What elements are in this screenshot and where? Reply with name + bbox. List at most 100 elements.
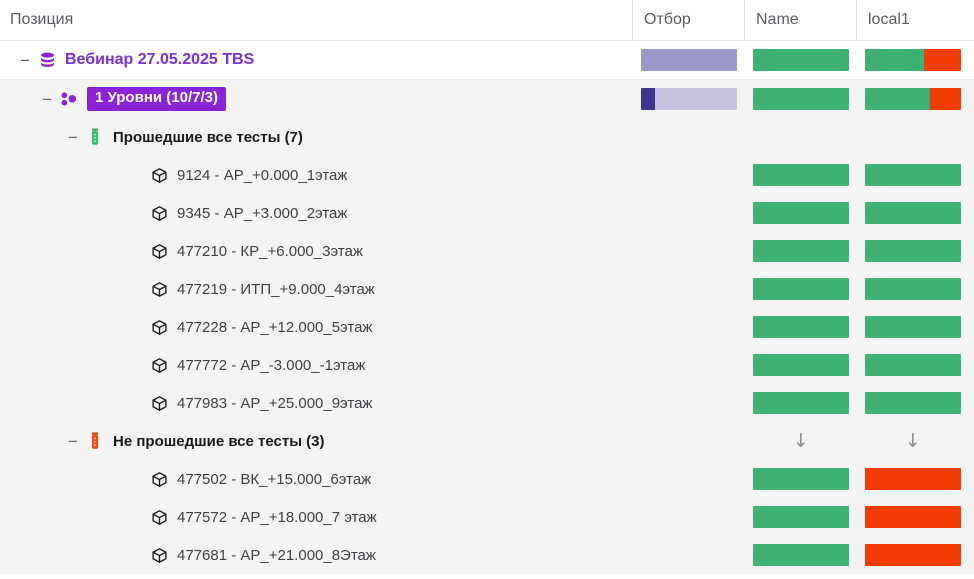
- cube-icon: [148, 240, 170, 262]
- row-label: 477219 - ИТП_+9.000_4этаж: [177, 280, 375, 298]
- cell-name: [744, 156, 856, 194]
- row-label: 9124 - АР_+0.000_1этаж: [177, 166, 348, 184]
- row-label-zone: 477502 - ВК_+15.000_6этаж: [0, 460, 760, 498]
- status-bar[interactable]: [865, 240, 961, 262]
- cell-local1: ↓: [856, 422, 968, 460]
- row-label-zone: − Вебинар 27.05.2025 TBS: [0, 41, 648, 79]
- status-bar-segment: [865, 202, 961, 224]
- cube-icon: [148, 506, 170, 528]
- table-row[interactable]: − Вебинар 27.05.2025 TBS: [0, 41, 974, 80]
- status-bar[interactable]: [753, 506, 849, 528]
- status-bar[interactable]: [865, 202, 961, 224]
- status-bar-segment: [753, 164, 849, 186]
- status-bar[interactable]: [865, 49, 961, 71]
- status-bar[interactable]: [865, 354, 961, 376]
- status-bar[interactable]: [865, 88, 961, 110]
- status-bar[interactable]: [865, 278, 961, 300]
- status-bar[interactable]: [753, 164, 849, 186]
- status-bar[interactable]: [753, 354, 849, 376]
- row-label: Не прошедшие все тесты (3): [113, 432, 325, 450]
- cell-local1: [856, 384, 968, 422]
- table-row[interactable]: 477772 - АР_-3.000_-1этаж: [0, 346, 974, 384]
- row-collapse-toggle[interactable]: −: [68, 127, 78, 147]
- status-bar[interactable]: [865, 544, 961, 566]
- row-label-zone: 9345 - АР_+3.000_2этаж: [0, 194, 760, 232]
- row-label-zone: − Не прошедшие все тесты (3): [0, 422, 696, 460]
- status-bar-segment: [865, 278, 961, 300]
- status-bar[interactable]: [865, 468, 961, 490]
- cell-selection: [632, 41, 744, 79]
- cell-local1: [856, 536, 968, 574]
- status-bar-segment: [865, 88, 931, 110]
- cell-name: [744, 41, 856, 79]
- cell-name: [744, 498, 856, 536]
- status-bar[interactable]: [865, 392, 961, 414]
- status-bar[interactable]: [641, 88, 737, 110]
- cell-name: [744, 536, 856, 574]
- column-header-local1[interactable]: local1: [856, 0, 910, 40]
- status-bar[interactable]: [753, 316, 849, 338]
- cell-local1: [856, 270, 968, 308]
- row-label-zone: 9124 - АР_+0.000_1этаж: [0, 156, 760, 194]
- row-collapse-toggle[interactable]: −: [20, 50, 30, 70]
- status-bar[interactable]: [753, 278, 849, 300]
- cell-selection: [632, 384, 744, 422]
- row-label: 477772 - АР_-3.000_-1этаж: [177, 356, 366, 374]
- column-header-name[interactable]: Name: [744, 0, 799, 40]
- cell-name: [744, 308, 856, 346]
- table-row[interactable]: 9124 - АР_+0.000_1этаж: [0, 156, 974, 194]
- status-bar-segment: [923, 49, 961, 71]
- row-label: 477572 - АР_+18.000_7 этаж: [177, 508, 377, 526]
- column-header-selection[interactable]: Отбор: [632, 0, 691, 40]
- status-bar[interactable]: [753, 49, 849, 71]
- cell-local1: [856, 80, 968, 118]
- table-row[interactable]: − Не прошедшие все тесты (3) ↓ ↓: [0, 422, 974, 460]
- status-bar[interactable]: [753, 468, 849, 490]
- status-bar[interactable]: [641, 49, 737, 71]
- table-row[interactable]: 477210 - КР_+6.000_3этаж: [0, 232, 974, 270]
- table-header: Позиция Отбор Name local1: [0, 0, 974, 41]
- row-label-zone: − Прошедшие все тесты (7): [0, 118, 696, 156]
- table-row[interactable]: − 1 Уровни (10/7/3): [0, 80, 974, 118]
- test-tube-green-icon: [84, 126, 106, 148]
- row-label-zone: 477772 - АР_-3.000_-1этаж: [0, 346, 760, 384]
- cell-local1: [856, 498, 968, 536]
- row-collapse-toggle[interactable]: −: [42, 89, 52, 109]
- table-row[interactable]: 477572 - АР_+18.000_7 этаж: [0, 498, 974, 536]
- status-bar[interactable]: [865, 164, 961, 186]
- table-row[interactable]: 477681 - АР_+21.000_8Этаж: [0, 536, 974, 574]
- cell-selection: [632, 498, 744, 536]
- table-row[interactable]: 477502 - ВК_+15.000_6этаж: [0, 460, 974, 498]
- table-row[interactable]: 9345 - АР_+3.000_2этаж: [0, 194, 974, 232]
- cube-icon: [148, 164, 170, 186]
- status-bar-segment: [753, 278, 849, 300]
- row-label-zone: 477210 - КР_+6.000_3этаж: [0, 232, 760, 270]
- cube-icon: [148, 202, 170, 224]
- table-row[interactable]: 477228 - АР_+12.000_5этаж: [0, 308, 974, 346]
- row-label-zone: 477983 - АР_+25.000_9этаж: [0, 384, 760, 422]
- status-bar[interactable]: [865, 316, 961, 338]
- cell-selection: [632, 270, 744, 308]
- status-bar[interactable]: [753, 392, 849, 414]
- table-row[interactable]: 477219 - ИТП_+9.000_4этаж: [0, 270, 974, 308]
- table-row[interactable]: 477983 - АР_+25.000_9этаж: [0, 384, 974, 422]
- status-bar[interactable]: [753, 202, 849, 224]
- cell-name: [744, 118, 856, 156]
- status-bar-segment: [865, 316, 961, 338]
- status-bar[interactable]: [753, 88, 849, 110]
- down-arrow-icon: ↓: [793, 429, 809, 452]
- cell-name: [744, 270, 856, 308]
- table-row[interactable]: − Прошедшие все тесты (7): [0, 118, 974, 156]
- row-collapse-toggle[interactable]: −: [68, 431, 78, 451]
- row-label: 477210 - КР_+6.000_3этаж: [177, 242, 363, 260]
- cell-local1: [856, 194, 968, 232]
- status-bar[interactable]: [753, 544, 849, 566]
- cell-name: [744, 346, 856, 384]
- status-bar-segment: [865, 544, 961, 566]
- cube-icon: [148, 278, 170, 300]
- column-header-position[interactable]: Позиция: [10, 11, 74, 28]
- cube-icon: [148, 392, 170, 414]
- status-bar[interactable]: [753, 240, 849, 262]
- cell-local1: [856, 156, 968, 194]
- status-bar[interactable]: [865, 506, 961, 528]
